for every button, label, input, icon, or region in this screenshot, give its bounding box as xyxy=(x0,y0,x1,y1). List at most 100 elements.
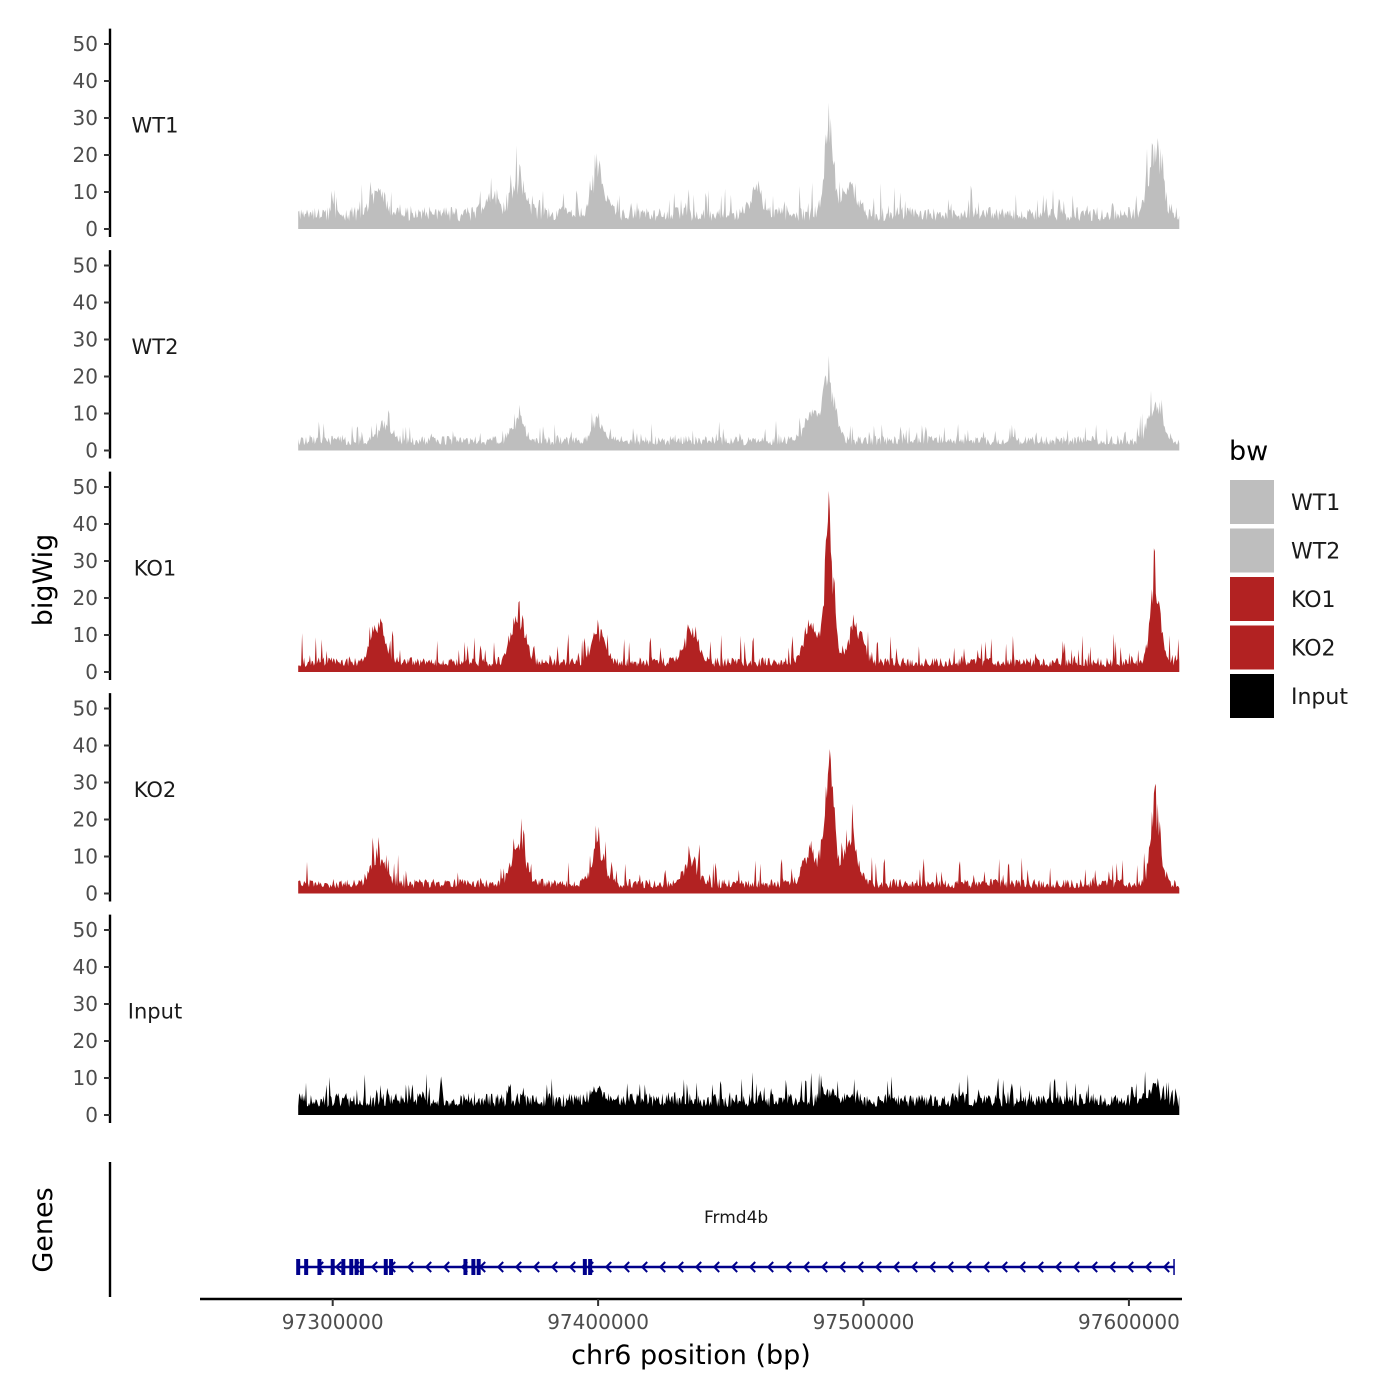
x-tick-label: 97300000 xyxy=(282,1310,384,1334)
genes-panel: Frmd4b xyxy=(108,1162,1175,1297)
y-tick-label: 10 xyxy=(73,623,98,647)
x-tick-label: 97500000 xyxy=(813,1310,915,1334)
y-tick-label: 30 xyxy=(73,771,98,795)
strand-arrow xyxy=(892,1261,900,1273)
strand-arrow xyxy=(928,1261,936,1273)
coverage-area-wt1 xyxy=(298,102,1180,229)
strand-arrow xyxy=(1126,1261,1134,1273)
strand-arrow xyxy=(496,1261,504,1273)
strand-arrow xyxy=(658,1261,666,1273)
strand-arrow xyxy=(1090,1261,1098,1273)
x-axis: 97300000 97400000 97500000 97600000 xyxy=(200,1297,1182,1334)
coverage-area-input xyxy=(298,1071,1180,1115)
y-tick-label: 50 xyxy=(73,254,98,278)
exon xyxy=(304,1259,309,1275)
y-tick-label: 50 xyxy=(73,32,98,56)
gene-label: Frmd4b xyxy=(704,1208,768,1228)
exon xyxy=(588,1259,593,1275)
strand-arrow xyxy=(802,1261,810,1273)
strand-arrow xyxy=(874,1261,882,1273)
exon xyxy=(463,1259,468,1275)
strand-arrow xyxy=(622,1261,630,1273)
track-ko1: 0 10 20 30 40 50 KO1 xyxy=(73,471,1180,684)
strand-arrow xyxy=(532,1261,540,1273)
y-tick-label: 0 xyxy=(85,660,98,684)
exon xyxy=(354,1259,359,1275)
exon xyxy=(359,1259,364,1275)
y-tick-label: 20 xyxy=(73,143,98,167)
coverage-area-ko2 xyxy=(298,749,1180,894)
y-tick-label: 40 xyxy=(73,734,98,758)
y-tick-label: 10 xyxy=(73,1066,98,1090)
legend-label: KO2 xyxy=(1291,637,1336,662)
strand-arrow xyxy=(370,1261,378,1273)
strand-arrow xyxy=(1036,1261,1044,1273)
y-tick-label: 10 xyxy=(73,845,98,869)
track-label: KO2 xyxy=(134,778,177,802)
y-tick-label: 10 xyxy=(73,402,98,426)
y-tick-label: 50 xyxy=(73,918,98,942)
strand-arrow xyxy=(730,1261,738,1273)
strand-arrow xyxy=(1018,1261,1026,1273)
coverage-tracks: 0 10 20 30 40 50 WT1 0 10 20 30 40 50 WT2 0 10 20 30 40 50 K… xyxy=(73,28,1180,1127)
exon xyxy=(317,1259,322,1275)
gene-frmd4b: Frmd4b xyxy=(296,1208,1175,1275)
strand-arrow xyxy=(334,1261,342,1273)
legend-title: bw xyxy=(1229,436,1268,467)
genes-axis-title: Genes xyxy=(28,1187,59,1272)
y-tick-label: 20 xyxy=(73,1029,98,1053)
track-input: 0 10 20 30 40 50 Input xyxy=(73,914,1180,1127)
strand-arrow xyxy=(712,1261,720,1273)
strand-arrow xyxy=(424,1261,432,1273)
strand-arrow xyxy=(766,1261,774,1273)
legend: bw WT1 WT2 KO1 KO2 Input xyxy=(1229,436,1348,718)
y-tick-label: 40 xyxy=(73,69,98,93)
strand-arrow xyxy=(838,1261,846,1273)
exon xyxy=(349,1259,354,1275)
exon xyxy=(471,1259,476,1275)
x-tick-label: 97400000 xyxy=(547,1310,649,1334)
legend-label: KO1 xyxy=(1291,588,1336,613)
strand-arrow xyxy=(550,1261,558,1273)
y-tick-label: 40 xyxy=(73,955,98,979)
track-wt1: 0 10 20 30 40 50 WT1 xyxy=(73,28,1180,241)
strand-arrow xyxy=(1000,1261,1008,1273)
strand-arrow xyxy=(748,1261,756,1273)
legend-key-ko1 xyxy=(1230,577,1274,621)
y-tick-label: 0 xyxy=(85,1103,98,1127)
strand-arrow xyxy=(1108,1261,1116,1273)
y-tick-label: 0 xyxy=(85,882,98,906)
y-tick-label: 20 xyxy=(73,365,98,389)
legend-label: Input xyxy=(1291,685,1348,710)
y-tick-label: 20 xyxy=(73,808,98,832)
strand-arrow xyxy=(568,1261,576,1273)
y-tick-label: 40 xyxy=(73,291,98,315)
x-tick-label: 97600000 xyxy=(1078,1310,1180,1334)
exon xyxy=(296,1259,301,1275)
y-tick-label: 30 xyxy=(73,992,98,1016)
y-tick-label: 30 xyxy=(73,106,98,130)
strand-arrow xyxy=(604,1261,612,1273)
strand-arrow xyxy=(784,1261,792,1273)
strand-arrow xyxy=(820,1261,828,1273)
legend-key-ko2 xyxy=(1230,625,1274,670)
exon xyxy=(341,1259,346,1275)
strand-arrow xyxy=(946,1261,954,1273)
legend-label: WT2 xyxy=(1291,540,1340,565)
y-tick-label: 30 xyxy=(73,328,98,352)
coverage-area-wt2 xyxy=(298,355,1180,451)
strand-arrow xyxy=(1072,1261,1080,1273)
y-tick-label: 20 xyxy=(73,586,98,610)
legend-key-wt2 xyxy=(1230,528,1274,573)
exon xyxy=(582,1259,587,1275)
exon xyxy=(389,1259,394,1275)
y-tick-label: 40 xyxy=(73,512,98,536)
y-tick-label: 0 xyxy=(85,217,98,241)
y-tick-label: 30 xyxy=(73,549,98,573)
track-label: KO1 xyxy=(134,556,177,580)
strand-arrow xyxy=(442,1261,450,1273)
track-ko2: 0 10 20 30 40 50 KO2 xyxy=(73,693,1180,906)
legend-label: WT1 xyxy=(1291,491,1340,516)
strand-arrow xyxy=(964,1261,972,1273)
